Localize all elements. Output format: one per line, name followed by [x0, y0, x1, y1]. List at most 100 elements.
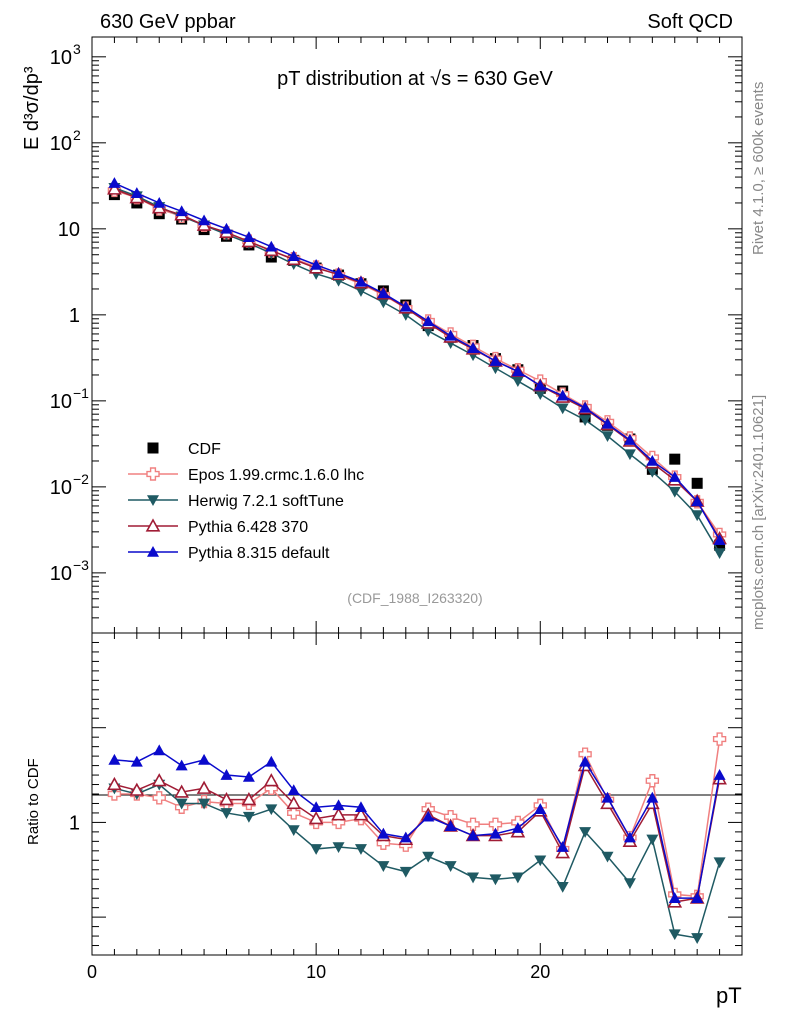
ratio-y-tick-label: 1 [69, 812, 80, 834]
data-point [151, 773, 167, 787]
data-point [175, 759, 188, 771]
data-point [174, 784, 190, 798]
data-point [175, 798, 188, 810]
data-point [353, 807, 369, 821]
legend-entry-herwig-7-2-1-softtune: Herwig 7.2.1 softTune [128, 493, 344, 510]
data-point [399, 866, 412, 878]
data-point [265, 240, 278, 252]
main-plot-frame [91, 36, 743, 634]
y-tick-label: 10 [50, 391, 72, 413]
legend: CDF Epos 1.99.crmc.1.6.0 lhc Herwig 7.2.1 … [128, 441, 364, 562]
mcplots-text: mcplots.cern.ch [arXiv:2401.10621] [750, 395, 767, 630]
data-point [444, 329, 457, 341]
data-point [712, 732, 727, 746]
data-point [287, 825, 300, 836]
data-point [198, 214, 211, 226]
data-point [286, 795, 302, 810]
data-point [196, 780, 212, 794]
data-point [534, 389, 547, 401]
data-point [444, 820, 457, 831]
data-point [130, 755, 143, 767]
data-point [354, 275, 367, 287]
data-point [332, 267, 345, 278]
data-point [623, 831, 636, 843]
x-tick-label: 10 [306, 962, 326, 982]
data-point [129, 782, 145, 796]
data-point [310, 801, 323, 813]
data-point [399, 300, 412, 312]
main-series-group [107, 177, 727, 560]
data-point [668, 929, 681, 941]
data-point [534, 803, 547, 814]
data-point [422, 851, 435, 863]
data-point [623, 878, 636, 890]
legend-entry-pythia-6-428-370: Pythia 6.428 370 [128, 518, 308, 536]
data-point [443, 810, 458, 824]
data-point [377, 861, 390, 872]
data-point [691, 477, 703, 489]
data-point [556, 389, 569, 401]
data-point [668, 486, 681, 498]
x-axis-label: pT [716, 983, 742, 1008]
data-point [601, 431, 614, 443]
data-point [152, 791, 166, 805]
data-point [556, 882, 569, 893]
ratio-plot-frame [91, 632, 743, 956]
data-point [198, 753, 211, 765]
data-point [220, 222, 233, 234]
data-point [511, 872, 524, 884]
data-point [287, 250, 300, 262]
data-point [713, 534, 726, 545]
data-point [354, 286, 367, 297]
data-point [489, 355, 502, 366]
y-tick-label: 10 [50, 133, 72, 155]
data-point [130, 187, 143, 198]
data-point [308, 810, 324, 825]
data-point [467, 829, 480, 841]
data-point [579, 755, 592, 767]
legend-marker [147, 442, 159, 454]
data-point [534, 855, 547, 867]
legend-label: Herwig 7.2.1 softTune [188, 493, 344, 510]
data-point [153, 744, 166, 756]
data-point [332, 799, 345, 811]
series-pythia-8-315-default [108, 744, 726, 903]
y-tick-label: 10 [50, 477, 72, 499]
data-point [646, 454, 659, 466]
y-tick-exponent: −1 [73, 385, 89, 401]
data-point [422, 326, 435, 337]
y-tick-exponent: 3 [73, 41, 81, 57]
series-pythia-8-315-default [108, 177, 726, 545]
data-point [242, 770, 255, 782]
data-point [153, 196, 166, 208]
series-line [114, 182, 721, 541]
series-line [114, 749, 721, 899]
data-point [691, 892, 704, 903]
legend-entry-pythia-8-315-default: Pythia 8.315 default [128, 545, 330, 562]
data-point [444, 861, 457, 872]
ratio-series-group [107, 732, 727, 944]
data-point [263, 773, 279, 787]
data-point [556, 841, 569, 852]
legend-marker [146, 467, 160, 481]
data-point [422, 810, 435, 822]
data-point [331, 807, 346, 821]
legend-label: CDF [188, 441, 221, 458]
data-point [265, 755, 278, 767]
legend-label: Pythia 8.315 default [188, 545, 330, 562]
legend-marker [145, 518, 161, 532]
data-point [579, 827, 592, 838]
legend-marker [147, 546, 159, 557]
data-point [220, 808, 233, 819]
data-point [511, 365, 524, 377]
data-point [242, 811, 255, 823]
data-point [107, 181, 122, 195]
data-point [219, 792, 234, 806]
data-point [601, 791, 614, 803]
rivet-version-text: Rivet 4.1.0, ≥ 600k events [750, 82, 767, 255]
x-tick-label: 0 [87, 962, 97, 982]
legend-marker [147, 495, 159, 506]
data-point [555, 845, 571, 859]
header-left: 630 GeV ppbar [100, 11, 236, 33]
